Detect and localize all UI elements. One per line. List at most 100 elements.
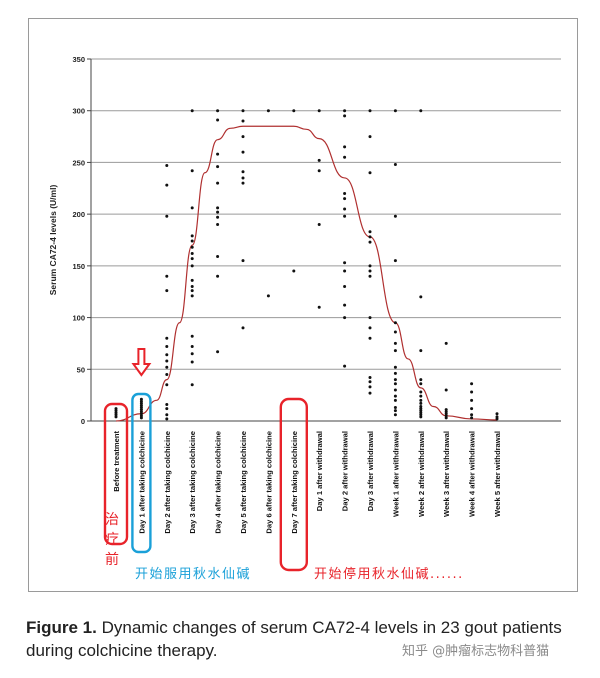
grid-layer bbox=[91, 58, 561, 370]
data-point bbox=[190, 264, 194, 268]
data-point bbox=[343, 269, 347, 273]
day1-highlight bbox=[131, 392, 152, 554]
figure-caption: Figure 1. Dynamic changes of serum CA72-… bbox=[26, 616, 586, 662]
data-point bbox=[368, 109, 372, 113]
data-point bbox=[419, 394, 423, 398]
x-tick-label: Day 2 after taking colchicine bbox=[163, 431, 172, 534]
chart-svg: 0 50 100 150 200 250 300 350 Serum CA72-4 levels… bbox=[48, 55, 561, 582]
data-point bbox=[495, 412, 499, 416]
watermark: 知乎 @肿瘤标志物科普猫 bbox=[402, 644, 550, 659]
data-point bbox=[139, 408, 143, 412]
data-point bbox=[393, 330, 397, 334]
data-point bbox=[393, 398, 397, 402]
data-point bbox=[368, 380, 372, 384]
data-point bbox=[241, 150, 245, 154]
data-point bbox=[368, 326, 372, 330]
point-layer bbox=[114, 109, 499, 421]
data-point bbox=[317, 305, 321, 309]
data-point bbox=[165, 214, 169, 218]
data-point bbox=[419, 378, 423, 382]
data-point bbox=[393, 349, 397, 353]
data-point bbox=[368, 264, 372, 268]
data-point bbox=[165, 359, 169, 363]
data-point bbox=[139, 416, 143, 420]
data-point bbox=[419, 415, 423, 419]
x-tick-label: Before treatment bbox=[112, 431, 121, 492]
data-point bbox=[444, 388, 448, 392]
x-tick-label: Week 4 after withdrawal bbox=[468, 431, 477, 517]
x-tick-label: Day 1 after taking colchicine bbox=[137, 431, 146, 534]
y-tick-label: 300 bbox=[72, 107, 85, 116]
data-point bbox=[216, 222, 220, 226]
data-point bbox=[419, 401, 423, 405]
data-point bbox=[470, 416, 474, 420]
start-colchicine-note: 开始服用秋水仙碱 bbox=[135, 567, 251, 582]
data-point bbox=[444, 412, 448, 416]
data-point bbox=[368, 336, 372, 340]
data-point bbox=[470, 382, 474, 386]
data-point bbox=[343, 285, 347, 289]
data-point bbox=[165, 183, 169, 187]
data-point bbox=[419, 349, 423, 353]
data-point bbox=[165, 417, 169, 421]
data-point bbox=[368, 316, 372, 320]
data-point bbox=[393, 382, 397, 386]
data-point bbox=[190, 251, 194, 255]
x-tick-label: Week 1 after withdrawal bbox=[391, 431, 400, 517]
data-point bbox=[190, 206, 194, 210]
x-tick-label: Day 7 after taking colchicine bbox=[290, 431, 299, 534]
data-point bbox=[216, 210, 220, 214]
data-point bbox=[165, 336, 169, 340]
data-point bbox=[470, 390, 474, 394]
data-point bbox=[343, 261, 347, 265]
data-point bbox=[139, 401, 143, 405]
data-point bbox=[393, 341, 397, 345]
data-point bbox=[470, 413, 474, 417]
x-tick-label: Day 3 after taking colchicine bbox=[188, 431, 197, 534]
x-tick-label: Week 2 after withdrawal bbox=[417, 431, 426, 517]
data-point bbox=[165, 365, 169, 369]
data-point bbox=[343, 316, 347, 320]
data-point bbox=[343, 214, 347, 218]
x-tick-labels: Before treatment Day 1 after taking colch… bbox=[112, 431, 502, 534]
caption-label: Figure 1. bbox=[26, 618, 97, 637]
data-point bbox=[190, 334, 194, 338]
data-point bbox=[419, 109, 423, 113]
data-point bbox=[444, 414, 448, 418]
data-point bbox=[190, 352, 194, 356]
data-point bbox=[190, 289, 194, 293]
x-tick-label: Day 1 after withdrawal bbox=[315, 431, 324, 511]
data-point bbox=[165, 345, 169, 349]
data-point bbox=[190, 169, 194, 173]
data-point bbox=[343, 191, 347, 195]
data-point bbox=[470, 407, 474, 411]
day7-highlight bbox=[279, 397, 309, 572]
data-point bbox=[216, 350, 220, 354]
caption-text: Dynamic changes of serum CA72-4 levels i… bbox=[26, 618, 562, 660]
data-point bbox=[393, 413, 397, 417]
data-point bbox=[216, 215, 220, 219]
data-point bbox=[241, 119, 245, 123]
x-tick-label: Day 6 after taking colchicine bbox=[264, 431, 273, 534]
data-point bbox=[190, 345, 194, 349]
data-point bbox=[190, 234, 194, 238]
chart-frame: 0 50 100 150 200 250 300 350 Serum CA72-4 levels… bbox=[28, 18, 578, 592]
before-treatment-highlight bbox=[103, 402, 129, 546]
data-point bbox=[393, 371, 397, 375]
data-point bbox=[139, 397, 143, 401]
data-point bbox=[393, 406, 397, 410]
data-point bbox=[190, 245, 194, 249]
data-point bbox=[368, 385, 372, 389]
data-point bbox=[343, 155, 347, 159]
data-point bbox=[114, 411, 118, 415]
x-tick-label: Day 2 after withdrawal bbox=[341, 431, 350, 511]
data-point bbox=[190, 109, 194, 113]
data-point bbox=[241, 259, 245, 263]
y-tick-label: 0 bbox=[81, 417, 85, 426]
data-point bbox=[419, 411, 423, 415]
data-point bbox=[368, 274, 372, 278]
data-point bbox=[190, 360, 194, 364]
data-point bbox=[495, 417, 499, 421]
y-axis-title: Serum CA72-4 levels (U/ml) bbox=[48, 185, 58, 296]
